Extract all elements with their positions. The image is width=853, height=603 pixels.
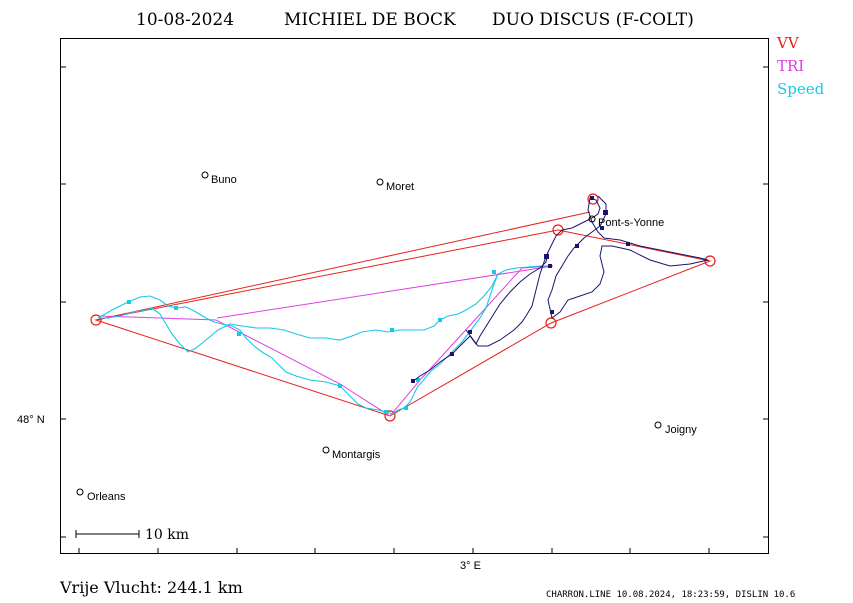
turnpoint-circle [545, 317, 557, 329]
scale-bar: 10 km [75, 527, 189, 543]
glider-name: DUO DISCUS (F-COLT) [492, 10, 694, 30]
free-flight-distance: Vrije Vlucht: 244.1 km [59, 578, 243, 597]
climb-track-loop [465, 251, 549, 347]
town-label: Pont-s-Yonne [598, 217, 664, 229]
town-label: Moret [386, 181, 414, 193]
town-label: Joigny [665, 424, 697, 436]
legend-vv: VV [776, 34, 800, 52]
town-pont-s-yonne: Pont-s-Yonne [588, 215, 664, 229]
vv-leg [95, 211, 591, 321]
legend-tri: TRI [777, 57, 804, 75]
turnpoint-circle [90, 314, 102, 326]
turnpoint-circle [384, 410, 396, 422]
pilot-name: MICHIEL DE BOCK [284, 10, 456, 30]
town-montargis: Montargis [322, 446, 381, 461]
climb-markers [411, 196, 630, 383]
town-buno: Buno [201, 171, 237, 186]
speed-markers [127, 270, 496, 414]
frame-ticks [60, 66, 769, 554]
climb-track [411, 195, 709, 383]
plot-credit: CHARRON.LINE 10.08.2024, 18:23:59, DISLI… [546, 590, 795, 600]
tri-route [99, 265, 554, 417]
tri-leg [216, 265, 554, 319]
town-label: Buno [211, 174, 237, 186]
town-joigny: Joigny [654, 421, 697, 436]
longitude-label: 3° E [460, 560, 481, 572]
speed-track [97, 265, 552, 415]
vv-task-polygon [94, 229, 712, 417]
town-label: Orleans [87, 491, 126, 503]
town-label: Montargis [332, 449, 381, 461]
legend-speed: Speed [777, 80, 825, 98]
town-orleans: Orleans [76, 488, 126, 503]
latitude-label: 48° N [17, 414, 45, 426]
turnpoint-circle [587, 193, 599, 205]
scale-bar-label: 10 km [145, 527, 189, 543]
flight-date: 10-08-2024 [136, 10, 234, 30]
town-moret: Moret [376, 178, 414, 193]
map-frame [60, 38, 769, 554]
speed-track-return [98, 273, 499, 353]
